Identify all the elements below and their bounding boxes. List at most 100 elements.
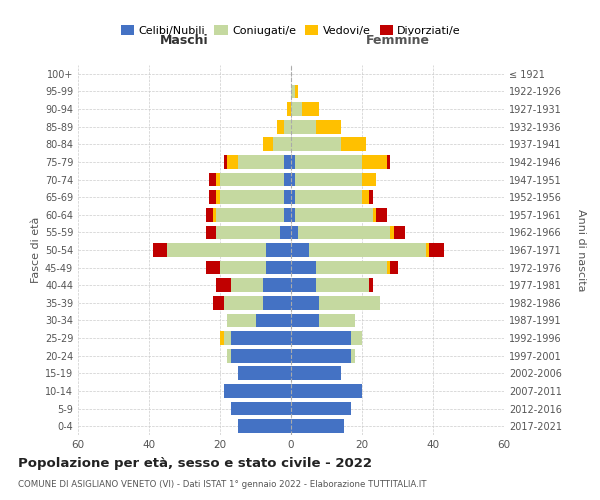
Bar <box>295 84 298 98</box>
Bar <box>284 155 291 169</box>
Bar <box>291 420 344 433</box>
Bar <box>319 314 355 328</box>
Bar <box>217 172 220 186</box>
Bar <box>291 349 352 362</box>
Bar <box>291 384 362 398</box>
Bar <box>430 243 443 257</box>
Bar <box>316 278 369 292</box>
Bar <box>220 190 284 204</box>
Bar <box>227 349 230 362</box>
Bar <box>230 402 291 415</box>
Legend: Celibi/Nubili, Coniugati/e, Vedovi/e, Divorziati/e: Celibi/Nubili, Coniugati/e, Vedovi/e, Di… <box>116 20 466 40</box>
Bar <box>295 155 362 169</box>
Bar <box>319 296 380 310</box>
Bar <box>352 331 362 345</box>
Bar <box>291 190 295 204</box>
Bar <box>227 314 256 328</box>
Bar <box>362 155 387 169</box>
Bar <box>295 172 362 186</box>
Bar <box>224 384 291 398</box>
Bar <box>284 208 291 222</box>
Bar <box>213 208 217 222</box>
Bar <box>238 420 291 433</box>
Bar <box>391 260 398 274</box>
Y-axis label: Fasce di età: Fasce di età <box>31 217 41 283</box>
Bar <box>387 155 391 169</box>
Bar <box>362 190 369 204</box>
Bar <box>206 208 213 222</box>
Bar <box>291 296 319 310</box>
Bar <box>295 208 373 222</box>
Bar <box>220 331 224 345</box>
Bar <box>291 155 295 169</box>
Bar <box>291 314 319 328</box>
Bar <box>266 260 291 274</box>
Bar <box>291 260 316 274</box>
Bar <box>266 243 291 257</box>
Bar <box>373 208 376 222</box>
Text: Femmine: Femmine <box>365 34 430 48</box>
Bar <box>291 226 298 239</box>
Bar <box>263 138 273 151</box>
Bar <box>291 278 316 292</box>
Bar <box>238 155 284 169</box>
Bar <box>277 120 284 134</box>
Bar <box>298 226 391 239</box>
Bar <box>217 208 284 222</box>
Bar <box>209 190 217 204</box>
Bar <box>302 102 319 116</box>
Bar <box>209 172 217 186</box>
Bar <box>369 190 373 204</box>
Text: COMUNE DI ASIGLIANO VENETO (VI) - Dati ISTAT 1° gennaio 2022 - Elaborazione TUTT: COMUNE DI ASIGLIANO VENETO (VI) - Dati I… <box>18 480 427 489</box>
Bar <box>291 208 295 222</box>
Bar <box>238 366 291 380</box>
Bar <box>217 190 220 204</box>
Bar <box>220 172 284 186</box>
Bar <box>217 278 230 292</box>
Bar <box>263 296 291 310</box>
Bar <box>224 296 263 310</box>
Bar <box>230 278 263 292</box>
Bar <box>426 243 430 257</box>
Bar <box>291 331 352 345</box>
Bar <box>263 278 291 292</box>
Bar <box>394 226 404 239</box>
Bar <box>362 172 376 186</box>
Bar <box>152 243 167 257</box>
Bar <box>224 155 227 169</box>
Bar <box>280 226 291 239</box>
Bar <box>369 278 373 292</box>
Bar <box>230 349 291 362</box>
Bar <box>291 402 352 415</box>
Text: Popolazione per età, sesso e stato civile - 2022: Popolazione per età, sesso e stato civil… <box>18 458 372 470</box>
Bar <box>291 243 309 257</box>
Bar <box>167 243 266 257</box>
Bar <box>295 190 362 204</box>
Bar <box>352 349 355 362</box>
Bar <box>387 260 391 274</box>
Bar <box>316 260 387 274</box>
Bar <box>316 120 341 134</box>
Bar <box>291 172 295 186</box>
Bar <box>309 243 426 257</box>
Bar <box>213 296 224 310</box>
Bar <box>291 366 341 380</box>
Bar <box>291 138 341 151</box>
Bar <box>220 260 266 274</box>
Bar <box>284 172 291 186</box>
Bar <box>230 331 291 345</box>
Y-axis label: Anni di nascita: Anni di nascita <box>576 209 586 291</box>
Bar <box>291 84 295 98</box>
Bar <box>256 314 291 328</box>
Text: Maschi: Maschi <box>160 34 209 48</box>
Bar <box>291 102 302 116</box>
Bar <box>341 138 365 151</box>
Bar <box>273 138 291 151</box>
Bar <box>376 208 387 222</box>
Bar <box>224 331 230 345</box>
Bar <box>217 226 280 239</box>
Bar <box>206 226 217 239</box>
Bar <box>391 226 394 239</box>
Bar <box>227 155 238 169</box>
Bar <box>284 190 291 204</box>
